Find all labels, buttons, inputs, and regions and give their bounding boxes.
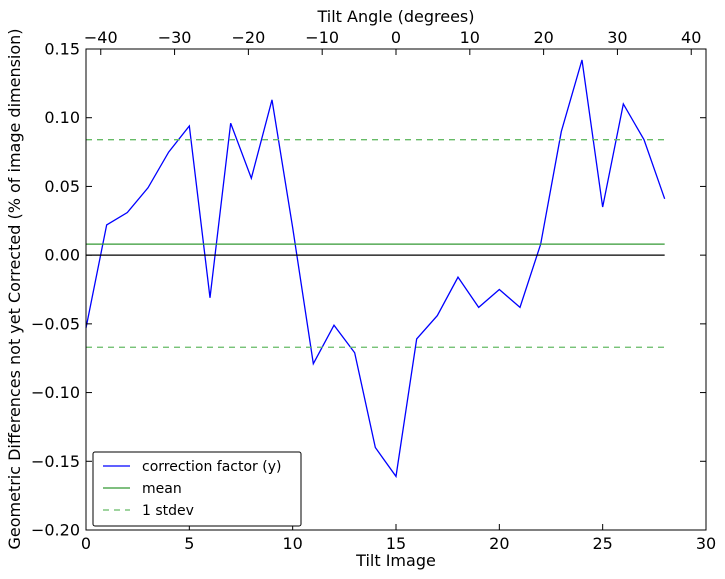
legend-label: 1 stdev <box>142 503 194 519</box>
top-x-tick-label: 20 <box>533 28 553 47</box>
series-line-0 <box>85 59 666 479</box>
top-x-tick-label: 10 <box>460 28 480 47</box>
y-tick-label: 0.05 <box>44 177 80 196</box>
x-tick-label: 0 <box>81 534 91 553</box>
legend: correction factor (y) mean 1 stdev <box>92 451 302 527</box>
top-x-tick-label: −40 <box>84 28 118 47</box>
y-tick-label: 0.00 <box>44 246 80 265</box>
y-tick-label: 0.10 <box>44 108 80 127</box>
x-tick-label: 20 <box>489 534 509 553</box>
x-tick-label: 25 <box>592 534 612 553</box>
top-x-tick-label: −30 <box>158 28 192 47</box>
x-tick-label: 5 <box>184 534 194 553</box>
ticks: 0 5 10 15 20 25 30 −0.20 −0.15 −0.10 −0.05 0.00 0.05… <box>31 28 716 553</box>
y-tick-label: −0.10 <box>31 383 80 402</box>
top-x-axis-label: Tilt Angle (degrees) <box>316 7 474 26</box>
x-tick-label: 10 <box>282 534 302 553</box>
x-tick-label: 30 <box>696 534 716 553</box>
top-x-tick-label: −20 <box>231 28 265 47</box>
top-x-tick-label: 0 <box>391 28 401 47</box>
top-x-tick-label: 30 <box>607 28 627 47</box>
top-x-tick-label: 40 <box>681 28 701 47</box>
plot-area <box>85 59 666 479</box>
x-tick-label: 15 <box>386 534 406 553</box>
y-tick-label: −0.05 <box>31 314 80 333</box>
legend-label: correction factor (y) <box>142 459 281 475</box>
legend-label: mean <box>142 481 182 497</box>
y-tick-label: −0.20 <box>31 521 80 540</box>
legend-box <box>92 451 302 527</box>
y-tick-label: 0.15 <box>44 40 80 59</box>
top-x-tick-label: −10 <box>305 28 339 47</box>
x-axis-label: Tilt Image <box>355 551 436 570</box>
y-axis-label: Geometric Differences not yet Corrected … <box>5 28 24 549</box>
y-tick-label: −0.15 <box>31 452 80 471</box>
